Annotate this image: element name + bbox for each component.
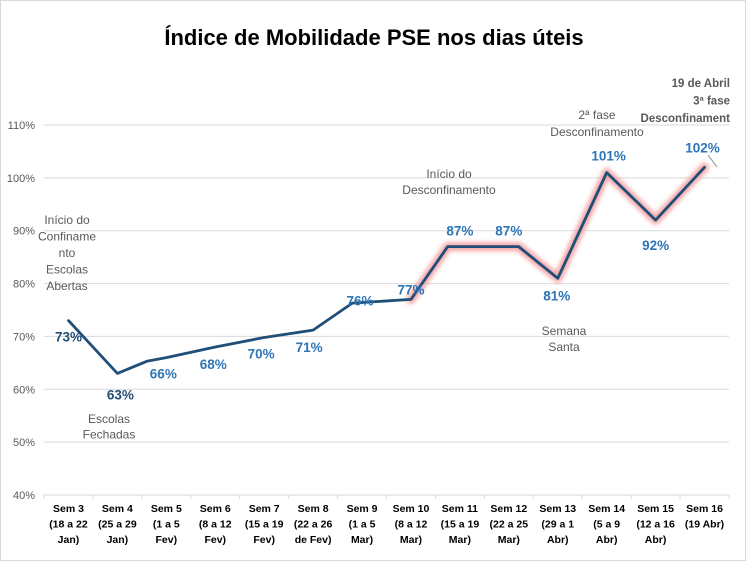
data-label: 101%: [591, 149, 626, 164]
y-tick-label: 80%: [13, 279, 35, 291]
data-label: 87%: [495, 224, 522, 239]
chart-annotation: Início do Desconfinamento: [402, 167, 496, 197]
data-label: 70%: [248, 346, 275, 361]
annotation-group: Início do Confiname nto Escolas Abertas Escol…: [38, 78, 730, 442]
data-label: 87%: [446, 224, 473, 239]
data-label: 71%: [296, 340, 323, 355]
y-tick-label: 70%: [13, 331, 35, 343]
x-axis: Sem 3 (18 a 22 Jan) Sem 4 (25 a 29 Jan) Sem 5(…: [43, 495, 730, 546]
data-label: 73%: [55, 330, 82, 345]
y-tick-label: 110%: [8, 120, 36, 132]
data-label: 63%: [107, 387, 134, 402]
series-line: [67, 165, 706, 375]
annotation-leader-line: [707, 154, 718, 168]
y-tick-label: 100%: [7, 173, 35, 185]
chart-annotation: Escolas Fechadas: [83, 412, 136, 442]
x-tick-label: Sem 15 (12 a 16 Abr): [636, 503, 675, 546]
x-tick-label: Sem 4 (25 a 29 Jan): [98, 503, 137, 546]
x-tick-label: Sem 7 (15 a 19 Fev): [245, 503, 284, 546]
data-label-group: 73% 63% 66% 68% 70% 71% 76% 77% 87% 87% 81% 101% 92%…: [55, 140, 720, 402]
data-label: 81%: [543, 288, 570, 303]
x-tick-label: Sem 16 (19 Abr): [685, 503, 724, 531]
data-label: 92%: [642, 238, 669, 253]
chart-annotation: Início do Confiname nto Escolas Abertas: [38, 213, 96, 293]
y-tick-label: 50%: [13, 437, 35, 449]
data-label: 102%: [685, 140, 720, 155]
grid-layer: [44, 124, 729, 496]
chart-annotation: 19 de Abril 3ª fase Desconfinament: [641, 78, 731, 125]
y-tick-label: 60%: [13, 384, 35, 396]
x-tick-label: Sem 14 (5 a 9 Abr): [588, 503, 625, 546]
x-tick-label: Sem 9 (1 a 5 Mar): [347, 503, 378, 546]
chart-annotation: Semana Santa: [542, 324, 587, 354]
x-tick-label: Sem 6 (8 a 12 Fev): [199, 503, 232, 546]
chart-title: Índice de Mobilidade PSE nos dias úteis: [164, 25, 584, 50]
series-line-group: [67, 162, 709, 375]
x-tick-label: Sem 5 (1 a 5 Fev): [151, 503, 182, 546]
data-label: 77%: [397, 282, 424, 297]
x-tick-label: Sem 3 (18 a 22 Jan): [49, 503, 88, 546]
data-label: 76%: [347, 294, 374, 309]
y-axis: 40% 50% 60% 70% 80% 90% 100% 110%: [7, 120, 35, 502]
y-tick-label: 40%: [13, 490, 35, 502]
x-tick-label: Sem 11 (15 a 19 Mar): [441, 503, 480, 546]
x-tick-label: Sem 13 (29 a 1 Abr): [539, 503, 576, 546]
data-label: 66%: [150, 367, 177, 382]
y-tick-label: 90%: [13, 226, 35, 238]
x-tick-label: Sem 10 (8 a 12 Mar): [393, 503, 430, 546]
x-tick-label: Sem 8 (22 a 26 de Fev): [294, 503, 333, 546]
data-label: 68%: [200, 357, 227, 372]
x-tick-label: Sem 12 (22 a 25 Mar): [490, 503, 529, 546]
chart-annotation: 2ª fase Desconfinamento: [550, 108, 644, 139]
